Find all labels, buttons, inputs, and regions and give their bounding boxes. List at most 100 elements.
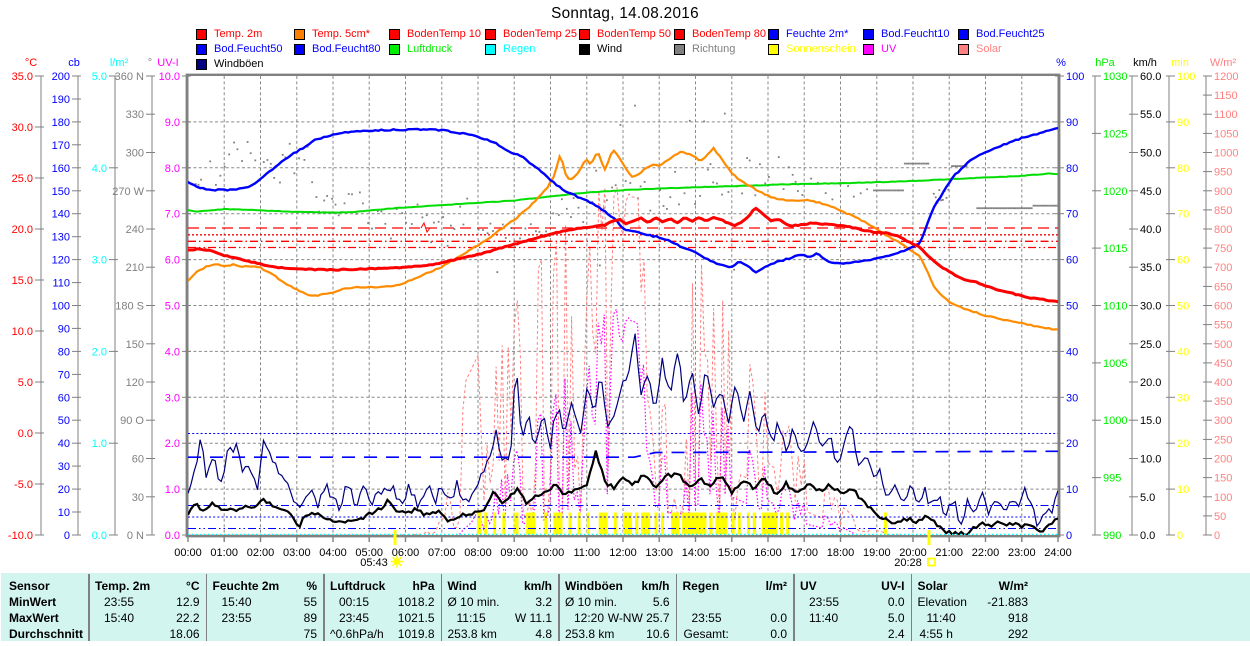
svg-text:22:00: 22:00 xyxy=(972,547,1000,559)
svg-text:1000: 1000 xyxy=(1103,415,1127,427)
svg-text:40: 40 xyxy=(1177,346,1189,358)
svg-text:120: 120 xyxy=(52,255,70,267)
svg-text:700: 700 xyxy=(1214,262,1232,274)
svg-text:150: 150 xyxy=(126,339,144,351)
svg-text:950: 950 xyxy=(1214,167,1232,179)
svg-text:07:00: 07:00 xyxy=(428,547,456,559)
svg-text:08:00: 08:00 xyxy=(464,547,492,559)
svg-text:17:00: 17:00 xyxy=(790,547,818,559)
svg-text:4.0: 4.0 xyxy=(165,346,180,358)
svg-text:2.0: 2.0 xyxy=(165,438,180,450)
svg-text:35.0: 35.0 xyxy=(1140,262,1161,274)
svg-text:10.0: 10.0 xyxy=(12,326,33,338)
svg-text:20.0: 20.0 xyxy=(12,224,33,236)
svg-text:1010: 1010 xyxy=(1103,301,1127,313)
svg-text:80: 80 xyxy=(1066,163,1078,175)
svg-text:0: 0 xyxy=(1214,530,1220,542)
svg-text:60: 60 xyxy=(1066,255,1078,267)
svg-text:70: 70 xyxy=(1066,209,1078,221)
svg-text:24:00: 24:00 xyxy=(1044,547,1072,559)
svg-text:1200: 1200 xyxy=(1214,71,1238,83)
svg-text:50: 50 xyxy=(1214,511,1226,523)
svg-text:20: 20 xyxy=(1177,438,1189,450)
svg-text:3.0: 3.0 xyxy=(165,392,180,404)
svg-text:-10.0: -10.0 xyxy=(8,530,33,542)
svg-text:30: 30 xyxy=(1177,392,1189,404)
svg-text:9.0: 9.0 xyxy=(165,117,180,129)
svg-text:°C: °C xyxy=(25,57,37,69)
svg-text:90: 90 xyxy=(1066,117,1078,129)
svg-text:04:00: 04:00 xyxy=(319,547,347,559)
svg-text:30: 30 xyxy=(132,492,144,504)
svg-text:70: 70 xyxy=(1177,209,1189,221)
svg-text:0: 0 xyxy=(1066,530,1072,542)
svg-text:19:00: 19:00 xyxy=(863,547,891,559)
svg-text:150: 150 xyxy=(52,186,70,198)
svg-text:02:00: 02:00 xyxy=(247,547,275,559)
svg-text:100: 100 xyxy=(1214,492,1232,504)
svg-text:30.0: 30.0 xyxy=(1140,301,1161,313)
svg-text:10: 10 xyxy=(58,507,70,519)
svg-text:900: 900 xyxy=(1214,186,1232,198)
svg-text:300: 300 xyxy=(126,148,144,160)
svg-text:130: 130 xyxy=(52,232,70,244)
svg-text:3.0: 3.0 xyxy=(92,255,107,267)
svg-text:240: 240 xyxy=(126,224,144,236)
svg-text:0: 0 xyxy=(64,530,70,542)
svg-text:6.0: 6.0 xyxy=(165,255,180,267)
svg-text:50.0: 50.0 xyxy=(1140,148,1161,160)
svg-text:5.0: 5.0 xyxy=(92,71,107,83)
svg-text:30: 30 xyxy=(58,461,70,473)
svg-text:850: 850 xyxy=(1214,205,1232,217)
svg-text:550: 550 xyxy=(1214,320,1232,332)
svg-text:100: 100 xyxy=(52,301,70,313)
svg-text:%: % xyxy=(1056,57,1066,69)
svg-text:00:00: 00:00 xyxy=(174,547,202,559)
svg-text:10: 10 xyxy=(1177,484,1189,496)
svg-text:800: 800 xyxy=(1214,224,1232,236)
svg-text:650: 650 xyxy=(1214,281,1232,293)
svg-text:200: 200 xyxy=(52,71,70,83)
svg-text:30: 30 xyxy=(1066,392,1078,404)
svg-text:150: 150 xyxy=(1214,473,1232,485)
svg-text:250: 250 xyxy=(1214,434,1232,446)
svg-text:200: 200 xyxy=(1214,454,1232,466)
svg-text:500: 500 xyxy=(1214,339,1232,351)
svg-text:09:00: 09:00 xyxy=(500,547,528,559)
svg-text:360 N: 360 N xyxy=(115,71,144,83)
svg-text:1050: 1050 xyxy=(1214,128,1238,140)
svg-text:1150: 1150 xyxy=(1214,90,1238,102)
svg-text:15.0: 15.0 xyxy=(1140,415,1161,427)
svg-text:05:00: 05:00 xyxy=(355,547,383,559)
svg-text:995: 995 xyxy=(1103,473,1121,485)
svg-text:0: 0 xyxy=(1177,530,1183,542)
svg-text:40: 40 xyxy=(58,438,70,450)
svg-text:UV-I: UV-I xyxy=(157,57,178,69)
svg-text:50: 50 xyxy=(58,415,70,427)
svg-text:5.0: 5.0 xyxy=(18,377,33,389)
svg-text:23:00: 23:00 xyxy=(1008,547,1036,559)
svg-text:40: 40 xyxy=(1066,346,1078,358)
svg-text:1030: 1030 xyxy=(1103,71,1127,83)
svg-text:0 N: 0 N xyxy=(127,530,144,542)
svg-text:180 S: 180 S xyxy=(115,301,144,313)
svg-text:50: 50 xyxy=(1066,301,1078,313)
svg-text:hPa: hPa xyxy=(1095,57,1115,69)
svg-text:0.0: 0.0 xyxy=(165,530,180,542)
svg-text:1020: 1020 xyxy=(1103,186,1127,198)
svg-text:70: 70 xyxy=(58,369,70,381)
svg-text:190: 190 xyxy=(52,94,70,106)
svg-text:90: 90 xyxy=(58,323,70,335)
svg-text:5.0: 5.0 xyxy=(1140,492,1155,504)
svg-text:21:00: 21:00 xyxy=(935,547,963,559)
svg-text:35.0: 35.0 xyxy=(12,71,33,83)
svg-text:20:28: 20:28 xyxy=(894,557,922,569)
svg-text:°: ° xyxy=(148,57,152,69)
svg-text:20: 20 xyxy=(58,484,70,496)
svg-text:0.0: 0.0 xyxy=(1140,530,1155,542)
svg-text:7.0: 7.0 xyxy=(165,209,180,221)
svg-text:1015: 1015 xyxy=(1103,243,1127,255)
svg-text:10:00: 10:00 xyxy=(537,547,565,559)
svg-text:2.0: 2.0 xyxy=(92,346,107,358)
svg-text:1000: 1000 xyxy=(1214,148,1238,160)
